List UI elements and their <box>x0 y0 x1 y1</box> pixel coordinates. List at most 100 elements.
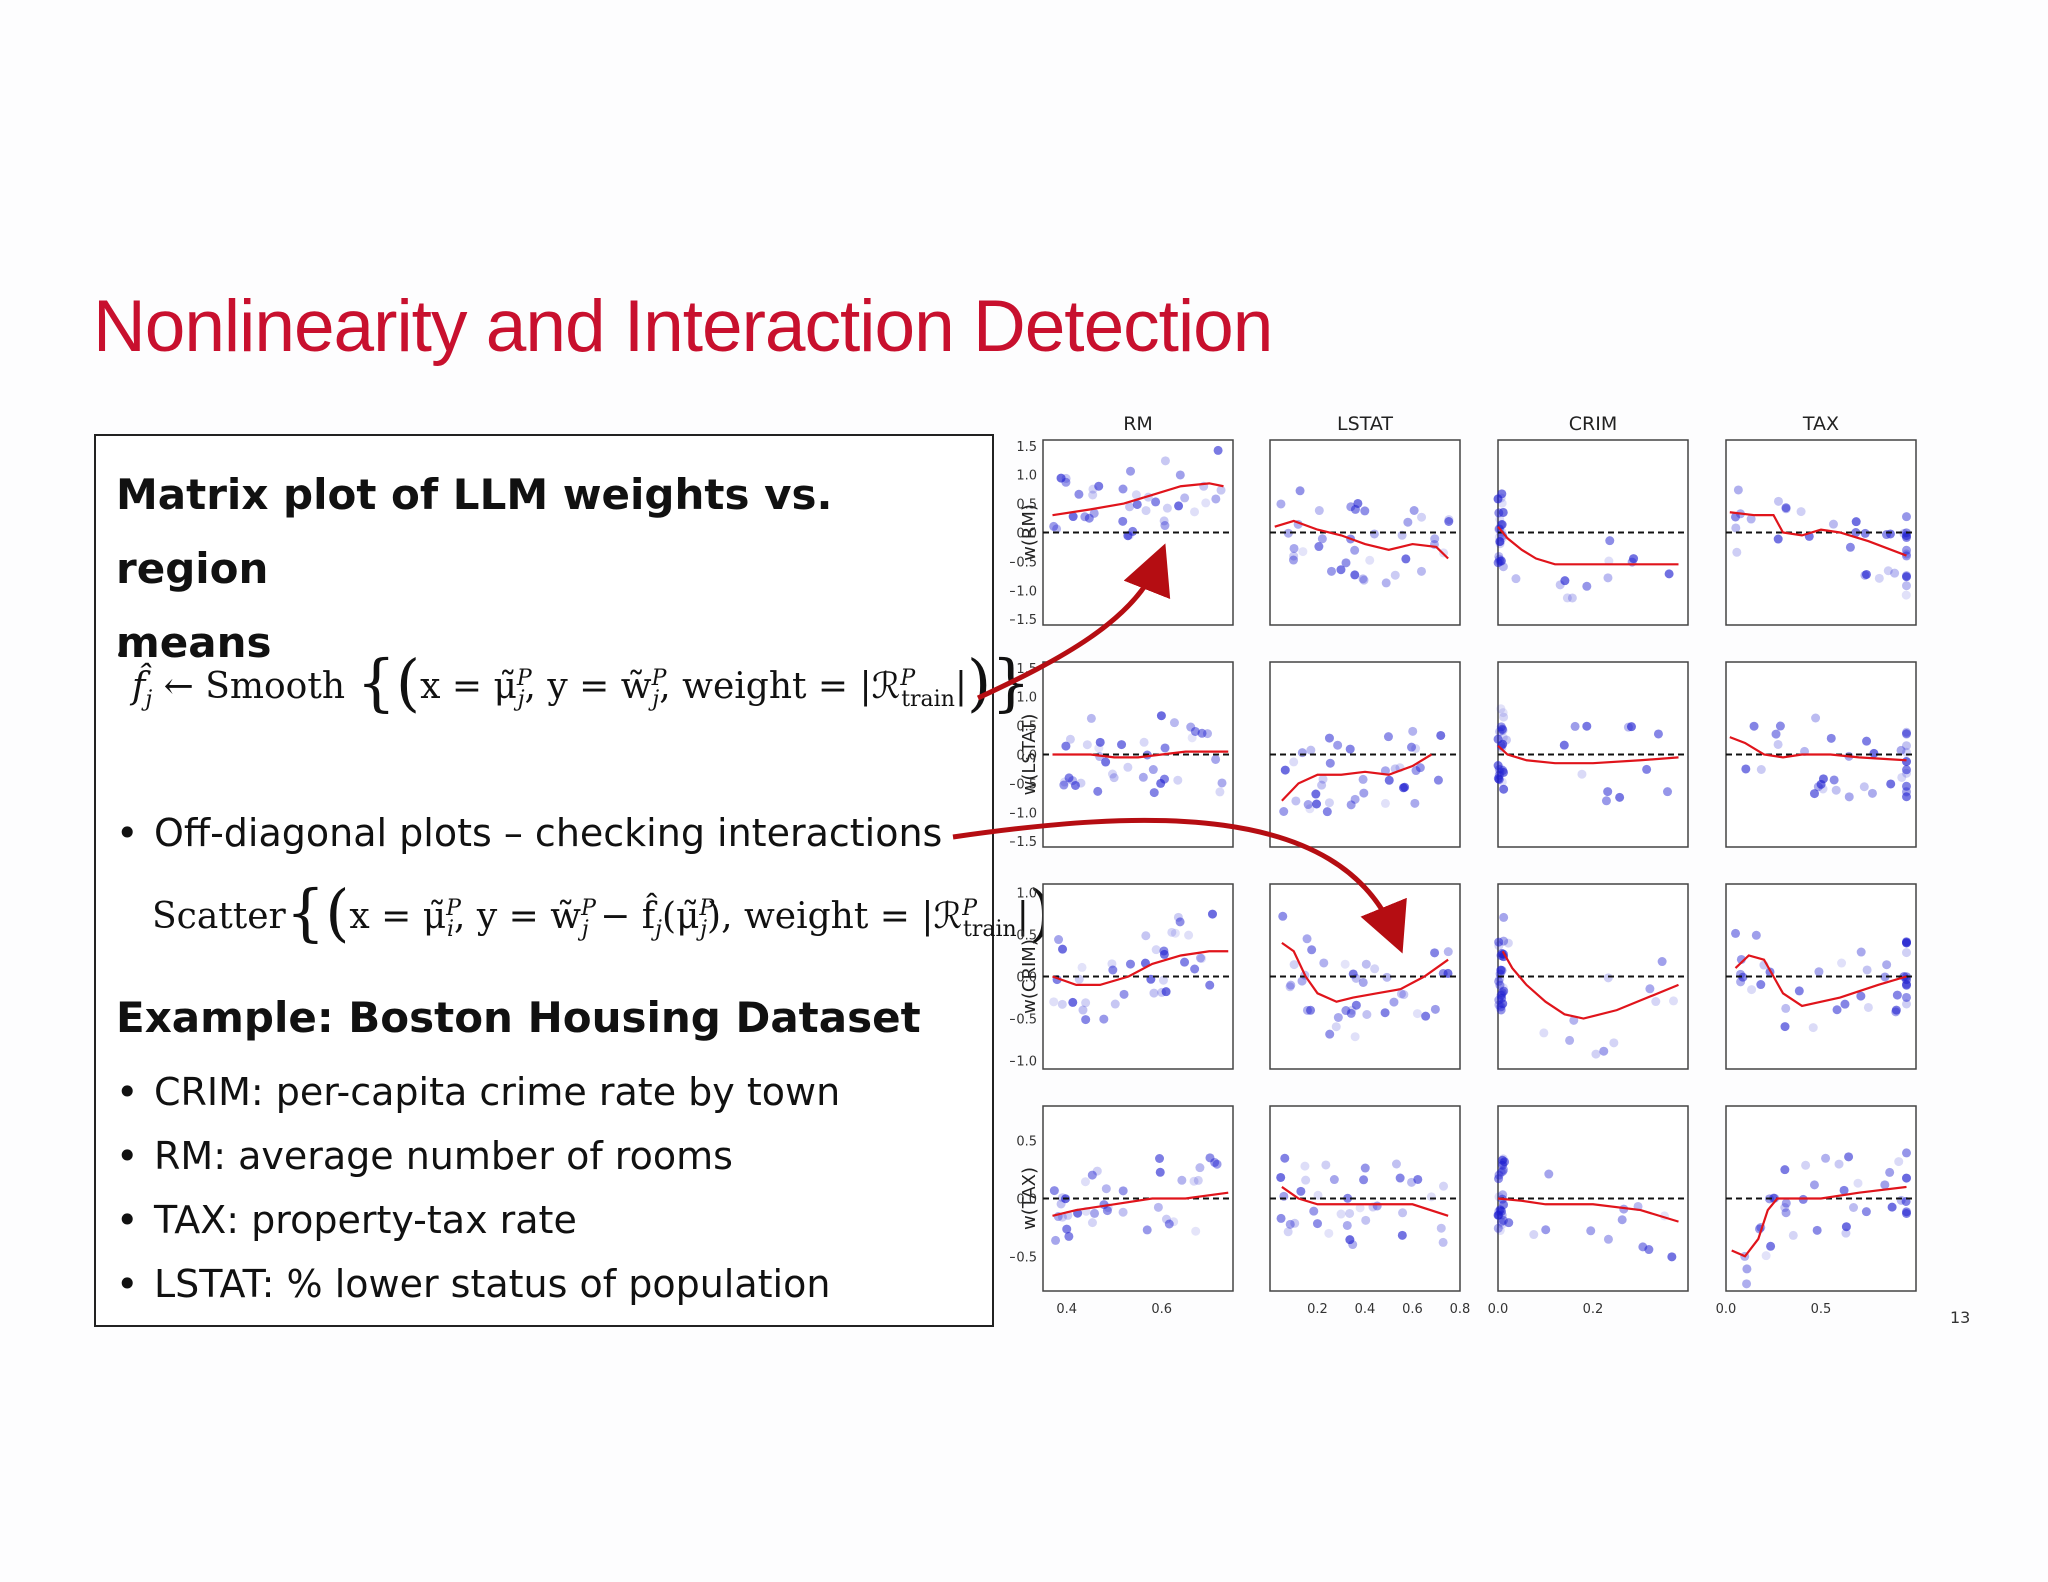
scatter-point <box>1733 485 1743 495</box>
scatter-point <box>1788 1230 1798 1240</box>
scatter-point <box>1493 761 1503 771</box>
scatter-point <box>1160 456 1170 466</box>
scatter-point <box>1049 997 1059 1007</box>
row-label: w(TAX) <box>1019 1167 1040 1230</box>
scatter-point <box>1205 980 1215 990</box>
y-tick-label: 0.0 <box>1016 749 1037 764</box>
scatter-point <box>1499 712 1509 722</box>
scatter-point <box>1780 1203 1790 1213</box>
scatter-point <box>1664 569 1674 579</box>
scatter-point <box>1305 804 1315 814</box>
scatter-point <box>1883 566 1893 576</box>
scatter-point <box>1090 1208 1100 1218</box>
scatter-point <box>1159 774 1169 784</box>
y-tick-label: −0.5 <box>1010 1013 1037 1028</box>
scatter-point <box>1391 1159 1401 1169</box>
scatter-point <box>1851 517 1861 527</box>
content-box: Matrix plot of LLM weights vs. region me… <box>94 434 1093 1327</box>
smooth-curve <box>1274 519 1449 560</box>
scatter-point <box>1080 1177 1090 1187</box>
scatter-point <box>1863 1002 1873 1012</box>
scatter-point <box>1289 757 1299 767</box>
scatter-point <box>1862 965 1872 975</box>
scatter-point <box>1278 911 1288 921</box>
scatter-point <box>1882 960 1892 970</box>
scatter-point <box>1839 1185 1849 1195</box>
scatter-point <box>1831 785 1841 795</box>
scatter-point <box>1444 516 1454 526</box>
scatter-point <box>1321 1160 1331 1170</box>
scatter-point <box>1064 1231 1074 1241</box>
column-label: RM <box>1123 413 1153 435</box>
scatter-point <box>1433 775 1443 785</box>
scatter-point <box>1142 1225 1152 1235</box>
scatter-point <box>1781 1198 1791 1208</box>
scatter-point <box>1421 1011 1431 1021</box>
scatter-point <box>1731 512 1741 522</box>
scatter-point <box>1901 590 1911 600</box>
scatter-point <box>1499 912 1509 922</box>
scatter-point <box>1498 1158 1508 1168</box>
scatter-point <box>1381 578 1391 588</box>
scatter-point <box>1887 1202 1897 1212</box>
scatter-point <box>1886 779 1896 789</box>
scatter-point <box>1751 930 1761 940</box>
row-label: w(LSTAT) <box>1019 714 1040 796</box>
scatter-point <box>1346 502 1356 512</box>
scatter-point <box>1285 1219 1295 1229</box>
scatter-point <box>1059 780 1069 790</box>
scatter-point <box>1288 555 1298 565</box>
scatter-point <box>1499 986 1509 996</box>
scatter-point <box>1290 1218 1300 1228</box>
scatter-point <box>1416 566 1426 576</box>
scatter-point <box>1070 780 1080 790</box>
scatter-point <box>1796 507 1806 517</box>
scatter-point <box>1812 1225 1822 1235</box>
y-tick-label: 0.5 <box>1016 498 1037 513</box>
scatter-point <box>1141 506 1151 516</box>
scatter-point <box>1094 481 1104 491</box>
scatter-point <box>1861 1207 1871 1217</box>
scatter-point <box>1731 523 1741 533</box>
scatter-point <box>1399 990 1409 1000</box>
scatter-point <box>1191 1226 1201 1236</box>
scatter-point <box>1544 1169 1554 1179</box>
scatter-point <box>1099 1014 1109 1024</box>
scatter-point <box>1362 1009 1372 1019</box>
scatter-point <box>1068 512 1078 522</box>
scatter-point <box>1108 965 1118 975</box>
scatter-point <box>1902 729 1911 739</box>
scatter-point <box>1493 774 1503 784</box>
scatter-point <box>1821 1153 1831 1163</box>
scatter-point <box>1061 473 1071 483</box>
scatter-point <box>1169 1217 1179 1227</box>
scatter-point <box>1426 1192 1436 1202</box>
column-label: CRIM <box>1569 413 1617 435</box>
scatter-point <box>1346 1008 1356 1018</box>
scatter-point <box>1087 1170 1097 1180</box>
scatter-point <box>1851 528 1861 538</box>
y-tick-label: 1.5 <box>1016 662 1037 677</box>
smooth-curve <box>1729 736 1907 762</box>
y-tick-label: −0.5 <box>1010 555 1037 570</box>
scatter-point <box>1731 928 1741 938</box>
scatter-point <box>1359 575 1369 585</box>
scatter-point <box>1403 517 1413 527</box>
scatter-point <box>1844 792 1854 802</box>
scatter-point <box>1317 780 1327 790</box>
smooth-curve <box>1497 1197 1679 1223</box>
smooth-curve <box>1734 954 1907 1008</box>
scatter-point <box>1173 775 1183 785</box>
scatter-point <box>1177 1175 1187 1185</box>
scatter-point <box>1766 1241 1776 1251</box>
scatter-point <box>1086 713 1096 723</box>
scatter-point <box>1498 765 1508 775</box>
scatter-point <box>1603 573 1613 583</box>
scatter-point <box>1408 726 1418 736</box>
scatter-point <box>1300 1161 1310 1171</box>
scatter-point <box>1401 554 1411 564</box>
scatter-point <box>1644 1245 1654 1255</box>
scatter-point <box>1781 1003 1791 1013</box>
scatter-point <box>1603 973 1613 983</box>
scatter-point <box>1350 504 1360 514</box>
